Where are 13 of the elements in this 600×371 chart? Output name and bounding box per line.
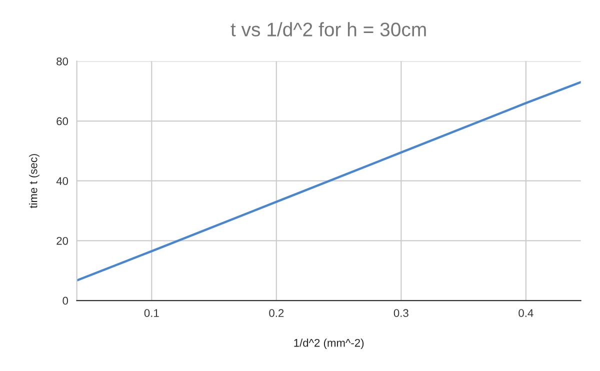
x-axis-title: 1/d^2 (mm^-2): [294, 338, 364, 349]
x-tick-label: 0.1: [144, 309, 159, 318]
y-tick-label: 40: [56, 177, 68, 185]
line-series: [76, 81, 581, 282]
x-tick-label: 0.3: [394, 309, 408, 318]
x-tick-label: 0.2: [269, 309, 284, 318]
y-tick-label: 0: [62, 296, 68, 305]
chart-title: t vs 1/d^2 for h = 30cm: [230, 22, 426, 36]
y-tick-label: 80: [56, 57, 68, 66]
x-tick-label: 0.4: [518, 309, 534, 318]
y-axis-title: time t (sec): [29, 154, 40, 208]
y-tick-label: 20: [56, 236, 68, 245]
y-tick-label: 60: [56, 117, 68, 126]
